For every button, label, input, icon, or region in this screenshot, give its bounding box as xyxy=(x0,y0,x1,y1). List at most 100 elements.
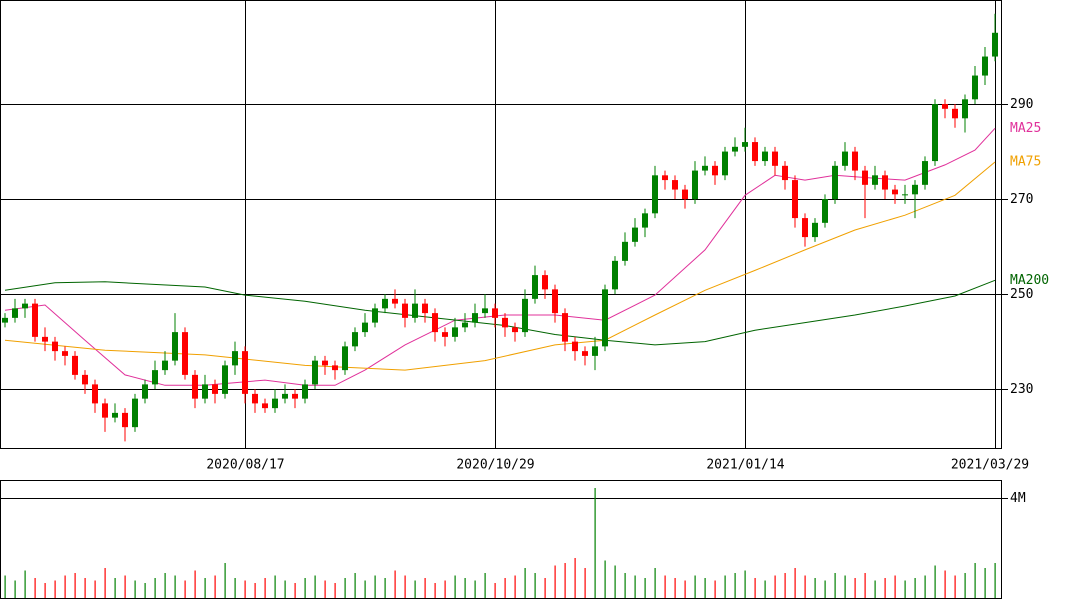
volume-bar xyxy=(374,575,376,598)
volume-bar xyxy=(584,568,586,598)
candle-body xyxy=(572,341,578,352)
series-label: MA75 xyxy=(1010,155,1041,170)
volume-bar xyxy=(874,580,876,598)
moving-average-line xyxy=(4,127,996,386)
candle-body xyxy=(332,365,338,371)
volume-bar xyxy=(274,575,276,598)
candle-body xyxy=(732,146,738,152)
volume-bar xyxy=(704,578,706,598)
volume-bar xyxy=(154,578,156,598)
volume-bar xyxy=(334,583,336,598)
candle-body xyxy=(942,104,948,109)
volume-bar xyxy=(744,570,746,598)
volume-bar xyxy=(534,573,536,598)
volume-bar xyxy=(134,580,136,598)
volume-bar xyxy=(324,580,326,598)
candle-body xyxy=(672,180,678,190)
volume-bar xyxy=(474,580,476,598)
volume-bar xyxy=(94,580,96,598)
candle-body xyxy=(342,346,348,371)
volume-bar xyxy=(854,578,856,598)
x-tick-label: 2020/10/29 xyxy=(456,458,534,473)
volume-bar xyxy=(64,575,66,598)
volume-bar xyxy=(904,580,906,598)
candle-body xyxy=(272,398,278,409)
candle-body xyxy=(132,398,138,428)
candle-body xyxy=(2,317,8,323)
candle-body xyxy=(772,151,778,166)
x-tick-label: 2021/03/29 xyxy=(951,458,1029,473)
volume-bar xyxy=(554,565,556,598)
candle-body xyxy=(982,56,988,76)
candle-body xyxy=(402,303,408,318)
volume-bar xyxy=(774,575,776,598)
volume-bar xyxy=(954,575,956,598)
volume-bar xyxy=(644,578,646,598)
candle-body xyxy=(432,313,438,333)
y-tick-label: 270 xyxy=(1010,192,1033,207)
volume-bar xyxy=(924,575,926,598)
moving-average-line xyxy=(4,161,996,371)
candle-body xyxy=(72,355,78,375)
volume-bar xyxy=(254,583,256,598)
candle-body xyxy=(362,322,368,333)
candle-body xyxy=(392,298,398,304)
volume-bar xyxy=(974,563,976,598)
volume-bar xyxy=(344,578,346,598)
candle-body xyxy=(262,403,268,409)
candle-body xyxy=(962,99,968,119)
candle-body xyxy=(122,412,128,428)
candle-body xyxy=(102,403,108,418)
candle-body xyxy=(322,360,328,366)
candle-body xyxy=(972,75,978,100)
candle-body xyxy=(442,332,448,337)
candle-body xyxy=(32,303,38,337)
candle-body xyxy=(522,298,528,333)
volume-bar xyxy=(74,573,76,598)
candle-body xyxy=(182,332,188,375)
volume-bar xyxy=(814,578,816,598)
candle-body xyxy=(62,351,68,356)
candle-body xyxy=(912,184,918,195)
volume-bar xyxy=(654,568,656,598)
candle-body xyxy=(612,260,618,290)
volume-bar xyxy=(144,583,146,598)
volume-bar xyxy=(944,570,946,598)
candle-body xyxy=(152,370,158,385)
candle-body xyxy=(742,142,748,147)
candle-body xyxy=(792,180,798,219)
series-label: MA25 xyxy=(1010,121,1041,136)
candle-body xyxy=(42,336,48,342)
volume-bar xyxy=(604,560,606,598)
volume-bar xyxy=(284,580,286,598)
candle-body xyxy=(782,165,788,181)
y-tick-label: 4M xyxy=(1010,491,1026,506)
candle-body xyxy=(542,275,548,290)
candle-body xyxy=(352,332,358,347)
candle-body xyxy=(882,175,888,190)
y-tick-label: 230 xyxy=(1010,382,1033,397)
candle-body xyxy=(752,142,758,162)
volume-bar xyxy=(464,578,466,598)
candle-body xyxy=(682,189,688,200)
candle-body xyxy=(242,351,248,394)
moving-average-line xyxy=(4,279,996,346)
volume-bar xyxy=(664,575,666,598)
volume-bar xyxy=(124,575,126,598)
candle-body xyxy=(92,384,98,404)
volume-bar xyxy=(794,568,796,598)
candle-body xyxy=(622,241,628,261)
candle-body xyxy=(202,384,208,399)
candle-body xyxy=(52,341,58,352)
volume-bar xyxy=(834,573,836,598)
volume-bar xyxy=(14,580,16,598)
volume-bar xyxy=(564,563,566,598)
volume-bar xyxy=(44,583,46,598)
candle-body xyxy=(502,317,508,328)
volume-bar xyxy=(314,575,316,598)
volume-bar xyxy=(444,580,446,598)
volume-bar xyxy=(434,583,436,598)
candle-body xyxy=(822,199,828,223)
volume-bar xyxy=(384,578,386,598)
volume-bar xyxy=(934,565,936,598)
